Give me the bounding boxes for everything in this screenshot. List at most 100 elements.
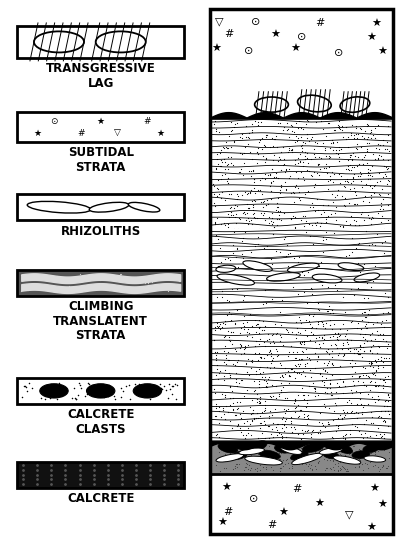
Point: [228, 327, 235, 336]
Text: TRANSGRESSIVE
LAG: TRANSGRESSIVE LAG: [46, 62, 156, 90]
Point: [249, 265, 255, 274]
Point: [347, 446, 353, 455]
Point: [355, 284, 362, 293]
Point: [243, 268, 250, 276]
Point: [228, 210, 234, 219]
Point: [355, 258, 362, 267]
Point: [307, 245, 313, 254]
Point: [279, 292, 285, 301]
Point: [257, 419, 264, 427]
Point: [356, 329, 363, 338]
Point: [172, 380, 178, 388]
Point: [308, 466, 315, 475]
Point: [268, 134, 275, 143]
Point: [377, 430, 384, 438]
Point: [324, 451, 330, 459]
Point: [224, 312, 230, 321]
Point: [293, 262, 299, 271]
Point: [344, 337, 350, 346]
Point: [357, 342, 363, 350]
Point: [334, 295, 341, 304]
Point: [302, 325, 308, 334]
Point: [255, 446, 262, 455]
Point: [328, 370, 335, 379]
Text: ★: ★: [97, 117, 105, 125]
Point: [210, 180, 216, 188]
Point: [367, 181, 374, 190]
Point: [254, 289, 260, 298]
Point: [285, 234, 292, 243]
Point: [298, 444, 304, 452]
Point: [228, 143, 234, 151]
Point: [223, 240, 230, 249]
Point: [262, 225, 269, 233]
Point: [379, 264, 386, 273]
Point: [284, 455, 290, 464]
Point: [337, 456, 344, 465]
Point: [210, 236, 217, 244]
Point: [331, 229, 338, 238]
Point: [263, 275, 270, 284]
Point: [238, 229, 245, 237]
Point: [279, 312, 286, 321]
Point: [366, 442, 372, 451]
Point: [226, 369, 232, 378]
Point: [368, 336, 374, 345]
Point: [232, 320, 239, 329]
Point: [220, 254, 226, 263]
Point: [97, 275, 103, 284]
Point: [263, 363, 270, 372]
Point: [254, 159, 260, 167]
Point: [383, 316, 389, 325]
Point: [288, 422, 294, 431]
Point: [346, 256, 352, 264]
Point: [251, 175, 257, 184]
Point: [212, 163, 219, 172]
Point: [329, 315, 335, 324]
Point: [303, 460, 309, 469]
Point: [262, 169, 268, 178]
Point: [264, 304, 271, 312]
Point: [276, 119, 283, 128]
Point: [258, 251, 264, 260]
Point: [262, 300, 268, 308]
Point: [350, 215, 357, 224]
Point: [298, 434, 304, 443]
Point: [348, 129, 354, 137]
Point: [269, 356, 276, 364]
Point: [227, 327, 234, 336]
Point: [216, 369, 222, 377]
Point: [323, 263, 329, 272]
Point: [308, 283, 314, 292]
Point: [297, 451, 304, 459]
Point: [339, 415, 346, 424]
Point: [225, 274, 232, 282]
Point: [292, 270, 298, 279]
Point: [332, 281, 338, 289]
Point: [320, 339, 326, 348]
Point: [353, 308, 360, 317]
Point: [243, 360, 249, 369]
Point: [346, 237, 352, 246]
Point: [66, 276, 72, 285]
Point: [346, 445, 352, 453]
Point: [368, 293, 374, 302]
Point: [259, 429, 265, 438]
Point: [172, 395, 179, 403]
Point: [242, 216, 249, 225]
Point: [234, 244, 240, 252]
Point: [308, 134, 314, 143]
Point: [329, 358, 336, 367]
Point: [212, 370, 219, 379]
Point: [379, 311, 386, 320]
Point: [264, 308, 270, 317]
Point: [311, 451, 318, 460]
Point: [326, 162, 332, 171]
Point: [374, 313, 380, 321]
Point: [249, 322, 255, 331]
Point: [290, 348, 296, 357]
Point: [366, 266, 372, 274]
Point: [266, 372, 272, 381]
Point: [92, 384, 99, 393]
Point: [266, 338, 273, 347]
